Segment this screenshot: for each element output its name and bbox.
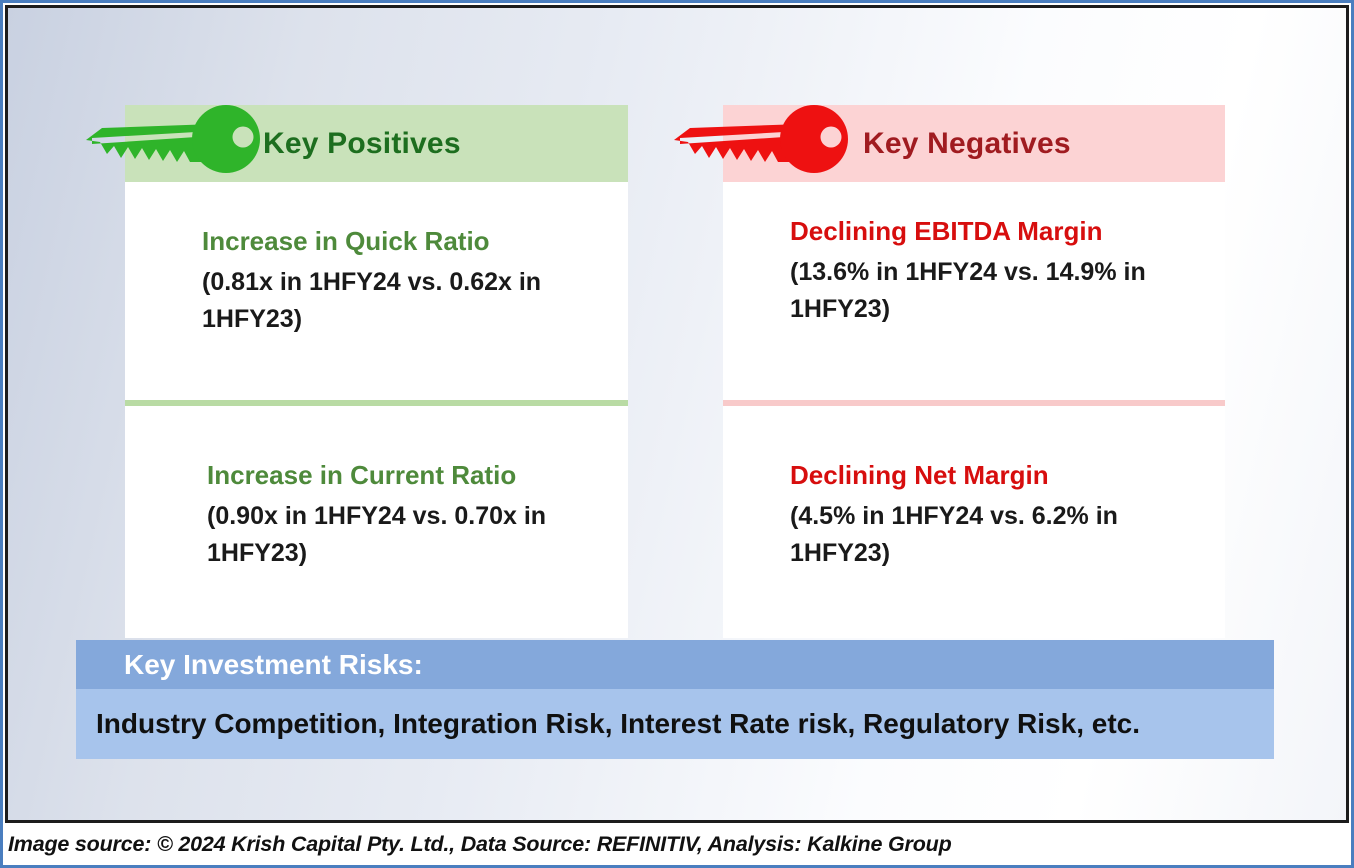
footer-bar: Image source: © 2024 Krish Capital Pty. … <box>3 824 1351 865</box>
footer-attribution-text: Image source: © 2024 Krish Capital Pty. … <box>8 832 952 856</box>
negative-item-ebitda-margin: Declining EBITDA Margin (13.6% in 1HFY24… <box>723 216 1225 328</box>
risks-header-label: Key Investment Risks: <box>124 648 423 680</box>
risks-text: Industry Competition, Integration Risk, … <box>96 708 1140 739</box>
positive-item-detail: (0.90x in 1HFY24 vs. 0.70x in 1HFY23) <box>207 502 547 567</box>
negative-item-title: Declining Net Margin <box>790 460 1049 490</box>
negative-item-detail: (13.6% in 1HFY24 vs. 14.9% in 1HFY23) <box>790 258 1146 323</box>
positives-header-label: Key Positives <box>263 126 461 160</box>
key-icon-green <box>86 105 260 173</box>
positive-item-current-ratio: Increase in Current Ratio (0.90x in 1HFY… <box>125 460 628 572</box>
negative-item-title: Declining EBITDA Margin <box>790 216 1103 246</box>
positive-item-title: Increase in Quick Ratio <box>202 226 490 256</box>
positive-item-detail: (0.81x in 1HFY24 vs. 0.62x in 1HFY23) <box>202 268 542 333</box>
graphic-panel: Key Positives Key Negatives Increase in … <box>5 5 1349 823</box>
key-icon-red <box>674 105 848 173</box>
negatives-card: Declining EBITDA Margin (13.6% in 1HFY24… <box>723 182 1225 638</box>
negative-item-detail: (4.5% in 1HFY24 vs. 6.2% in 1HFY23) <box>790 502 1118 567</box>
negatives-header-label: Key Negatives <box>863 126 1071 160</box>
risks-header-bar: Key Investment Risks: <box>76 640 1274 689</box>
positives-divider <box>125 400 628 406</box>
positives-card: Increase in Quick Ratio (0.81x in 1HFY24… <box>125 182 628 638</box>
negative-item-net-margin: Declining Net Margin (4.5% in 1HFY24 vs.… <box>723 460 1225 572</box>
positive-item-quick-ratio: Increase in Quick Ratio (0.81x in 1HFY24… <box>125 226 628 338</box>
positive-item-title: Increase in Current Ratio <box>207 460 517 490</box>
risks-body-bar: Industry Competition, Integration Risk, … <box>76 689 1274 759</box>
negatives-divider <box>723 400 1225 406</box>
